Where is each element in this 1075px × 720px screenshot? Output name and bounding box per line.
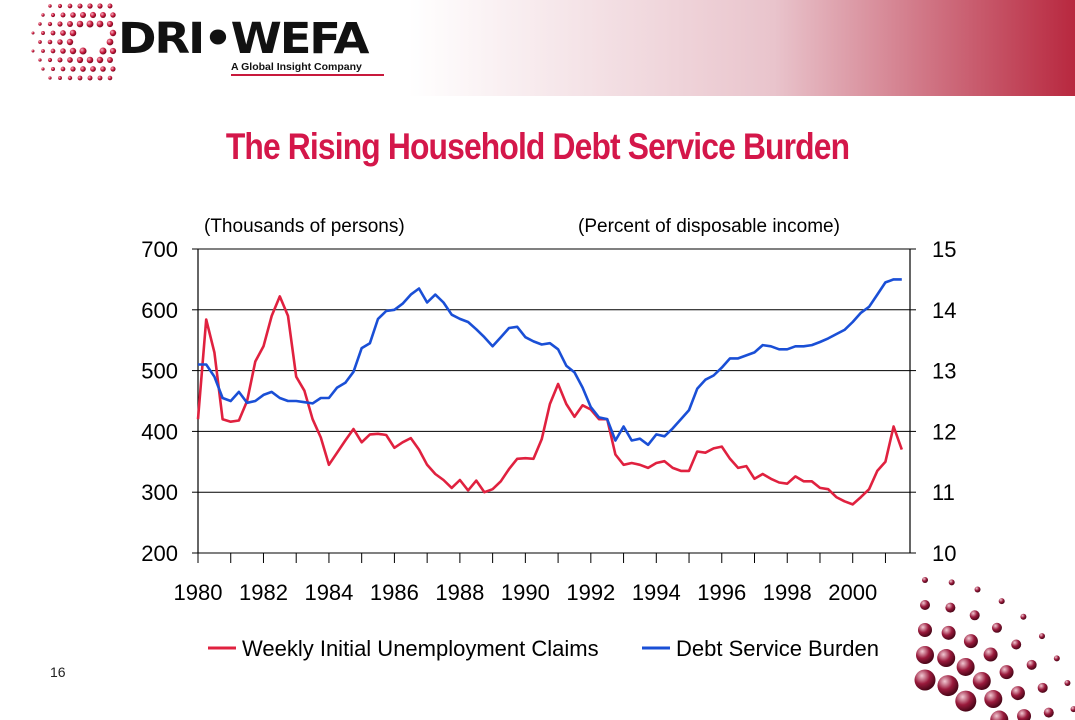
left-axis-unit-label: (Thousands of persons) [204, 216, 405, 237]
right-axis-unit-label: (Percent of disposable income) [578, 216, 840, 237]
y-left-tick-label: 600 [141, 298, 178, 323]
x-tick-label: 1986 [370, 580, 419, 605]
y-left-tick-label: 700 [141, 237, 178, 262]
y-left-tick-label: 500 [141, 359, 178, 384]
x-tick-label: 2000 [828, 580, 877, 605]
x-tick-label: 1998 [763, 580, 812, 605]
y-right-tick-label: 10 [932, 541, 956, 566]
x-tick-label: 1994 [632, 580, 681, 605]
page-number: 16 [50, 664, 66, 680]
x-tick-label: 1984 [304, 580, 353, 605]
legend-label: Debt Service Burden [676, 636, 879, 661]
x-tick-label: 1996 [697, 580, 746, 605]
logo-sphere-dots-icon [31, 3, 117, 81]
x-tick-label: 1990 [501, 580, 550, 605]
y-left-tick-label: 200 [141, 541, 178, 566]
x-tick-label: 1980 [174, 580, 223, 605]
y-left-tick-label: 400 [141, 419, 178, 444]
logo-underline [231, 74, 384, 76]
x-tick-label: 1982 [239, 580, 288, 605]
logo-wordmark: DRI•WEFA [118, 14, 369, 64]
logo-tagline: A Global Insight Company [231, 61, 362, 73]
y-right-tick-label: 15 [932, 237, 956, 262]
y-right-tick-label: 13 [932, 359, 956, 384]
series-line [198, 278, 902, 447]
legend-label: Weekly Initial Unemployment Claims [242, 636, 599, 661]
y-left-tick-label: 300 [141, 480, 178, 505]
slide-title: The Rising Household Debt Service Burden [225, 126, 850, 167]
x-tick-label: 1992 [566, 580, 615, 605]
y-right-tick-label: 11 [932, 480, 955, 505]
decorative-sphere-dots-icon [914, 577, 1075, 720]
x-tick-label: 1988 [435, 580, 484, 605]
series-line [196, 295, 904, 506]
y-right-tick-label: 12 [932, 419, 956, 444]
y-right-tick-label: 14 [932, 298, 956, 323]
